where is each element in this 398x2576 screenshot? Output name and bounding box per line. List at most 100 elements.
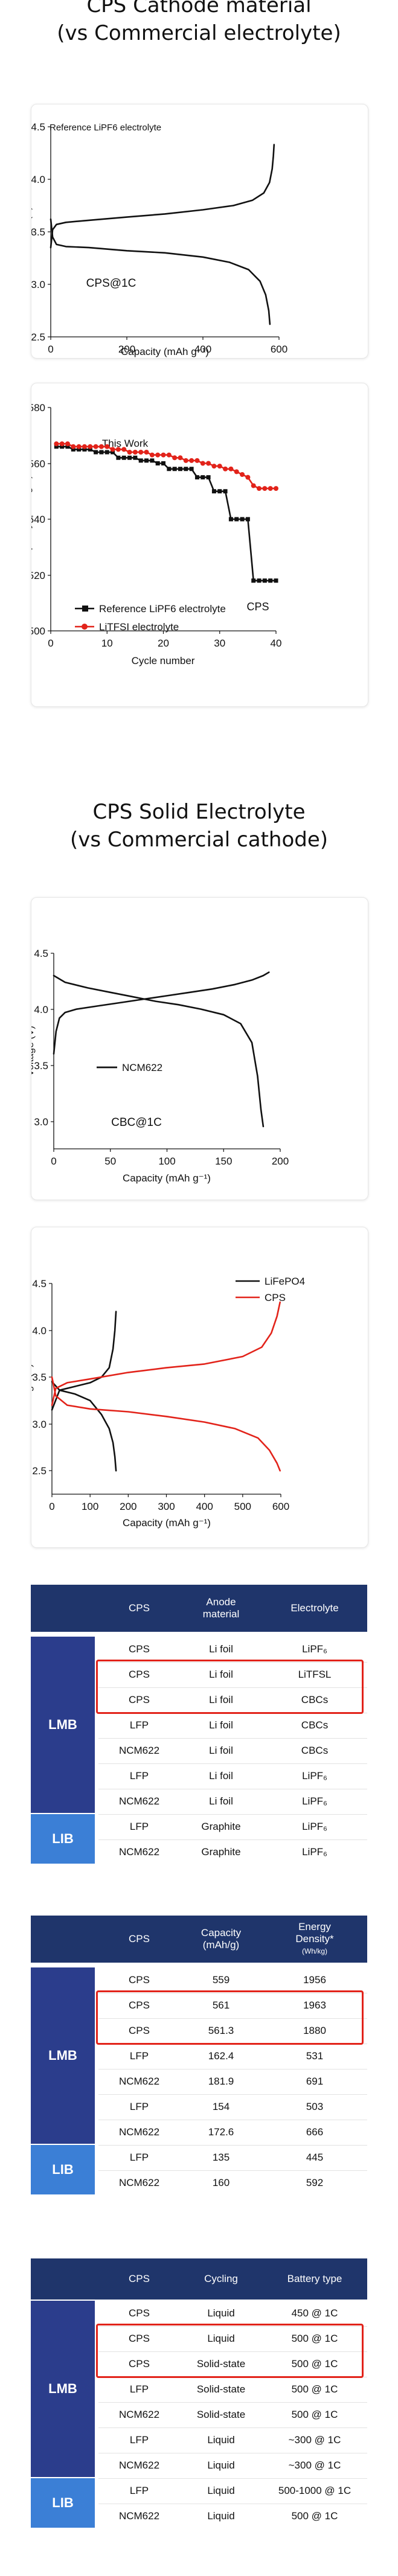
y-axis-label: Voltage (V) [31,1026,36,1076]
table-cell: Liquid [207,2307,235,2319]
data-point [94,450,98,455]
table-cell: CPS [129,1669,150,1680]
data-point [245,517,250,522]
series-line-1 [50,218,271,325]
x-tick-label: 200 [120,1501,136,1512]
x-tick-label: 100 [158,1155,175,1167]
y-tick-label: 4.5 [31,121,45,133]
table-header: CPS Capacity (mAh/g) Energy Density* (Wh/kg) [31,1916,367,1963]
table-cell: NCM622 [118,1795,160,1807]
table-header-text: Battery type [287,2273,342,2284]
chart-annotation: CPS@1C [86,277,136,290]
data-point [93,444,98,449]
table-row: NCM622 Li foil CBCs [98,1738,367,1763]
table-row: NCM622 181.9 691 [98,2069,367,2094]
x-tick-label: 40 [271,638,282,649]
table-header-cell: Cycling [180,2273,262,2285]
row-divider [98,2018,367,2019]
data-point [274,578,278,583]
table-cell: 1956 [303,1974,326,1986]
table-row: CPS 561 1963 [98,1993,367,2018]
table-cell: 592 [306,2177,324,2188]
table-cell: CBCs [301,1719,329,1731]
capacity-energy-table: CPS Capacity (mAh/g) Energy Density* (Wh/kg) L… [31,1916,367,2232]
y-tick-label: 3.0 [34,1116,48,1128]
legend-marker [82,606,88,612]
row-divider [98,2427,367,2428]
table-cell: Li foil [209,1669,233,1680]
table-cell: LFP [129,2383,149,2395]
data-point [184,467,188,471]
series-line-1-1 [51,1376,281,1472]
table-cell: ~300 @ 1C [288,2434,341,2446]
data-point [251,578,256,583]
series-line-0-0 [51,1311,117,1411]
table-header: CPS Cycling Battery type [31,2258,367,2300]
x-tick-label: 600 [271,344,287,355]
data-point [217,464,222,469]
chart-annotation: NCM622 [122,1062,162,1073]
table-cell: NCM622 [118,2409,160,2420]
data-point [132,450,138,455]
x-tick-label: 600 [272,1501,289,1512]
data-point [111,450,115,455]
data-point [211,464,217,469]
row-divider [98,1687,367,1688]
row-divider [98,2478,367,2479]
x-tick-label: 0 [49,1501,54,1512]
y-tick-label: 560 [31,458,45,470]
table-cell: Solid-state [196,2383,246,2395]
table-cell: 181.9 [208,2076,234,2087]
table-row: LFP 135 445 [98,2145,367,2170]
data-point [178,467,182,471]
y-tick-label: 3.0 [32,1419,47,1430]
data-point [194,475,199,480]
group-label-lib: LIB [31,2145,95,2194]
cycling-battery-table: CPS Cycling Battery type LMB LIB CPS Liquid 450… [31,2258,367,2576]
voltage-capacity-chart-card: 2.5 3.0 3.5 4.0 4.5 0 200 400 600 Voltage (V) Capa… [31,104,368,359]
data-point [262,486,268,491]
y-tick-label: 2.5 [31,331,45,343]
table-row: LFP 154 503 [98,2094,367,2120]
table-cell: CBCs [301,1745,329,1756]
highlight-box [96,1990,364,2045]
row-divider [98,1814,367,1815]
y-tick-label: 540 [31,514,45,525]
table-cell: LFP [129,1719,149,1731]
data-point [251,483,256,488]
table-cell: Li foil [209,1745,233,1756]
x-tick-label: 10 [101,638,113,649]
x-tick-label: 400 [196,1501,213,1512]
legend-label: LiTFSI electrolyte [99,621,179,633]
group-label-lmb: LMB [31,1967,95,2144]
table-cell: CPS [129,2333,150,2344]
data-point [217,489,222,494]
y-tick-label: 4.0 [31,174,45,185]
table-cell: 500 @ 1C [291,2358,338,2370]
data-point [110,447,115,452]
table-cell: 445 [306,2152,324,2163]
data-point [144,450,149,455]
table-cell: 500-1000 @ 1C [278,2485,351,2496]
table-cell: 561 [212,1999,230,2011]
table-header-cell: Battery type [262,2273,367,2285]
ncm622-voltage-chart-card: 3.0 3.5 4.0 4.5 0 50 100 150 200 Voltage (V) Capac… [31,897,368,1200]
series-line-0 [53,971,270,1055]
table-cell: NCM622 [118,2177,160,2188]
x-tick-label: 300 [158,1501,175,1512]
y-tick-label: 3.0 [31,279,45,290]
table-cell: Li foil [209,1694,233,1705]
data-point [194,458,200,463]
table-cell: CPS [129,1999,150,2011]
data-point [223,489,228,494]
table-cell: 531 [306,2050,324,2062]
table-cell: LFP [129,2101,149,2112]
table-cell: LiPF₆ [302,1770,327,1782]
data-point [161,461,165,465]
table-row: LFP Li foil CBCs [98,1713,367,1738]
data-point [172,467,177,471]
table-cell: Li foil [209,1770,233,1782]
table-row: CPS Li foil LiTFSL [98,1662,367,1687]
data-point [257,578,262,583]
data-point [116,455,121,460]
